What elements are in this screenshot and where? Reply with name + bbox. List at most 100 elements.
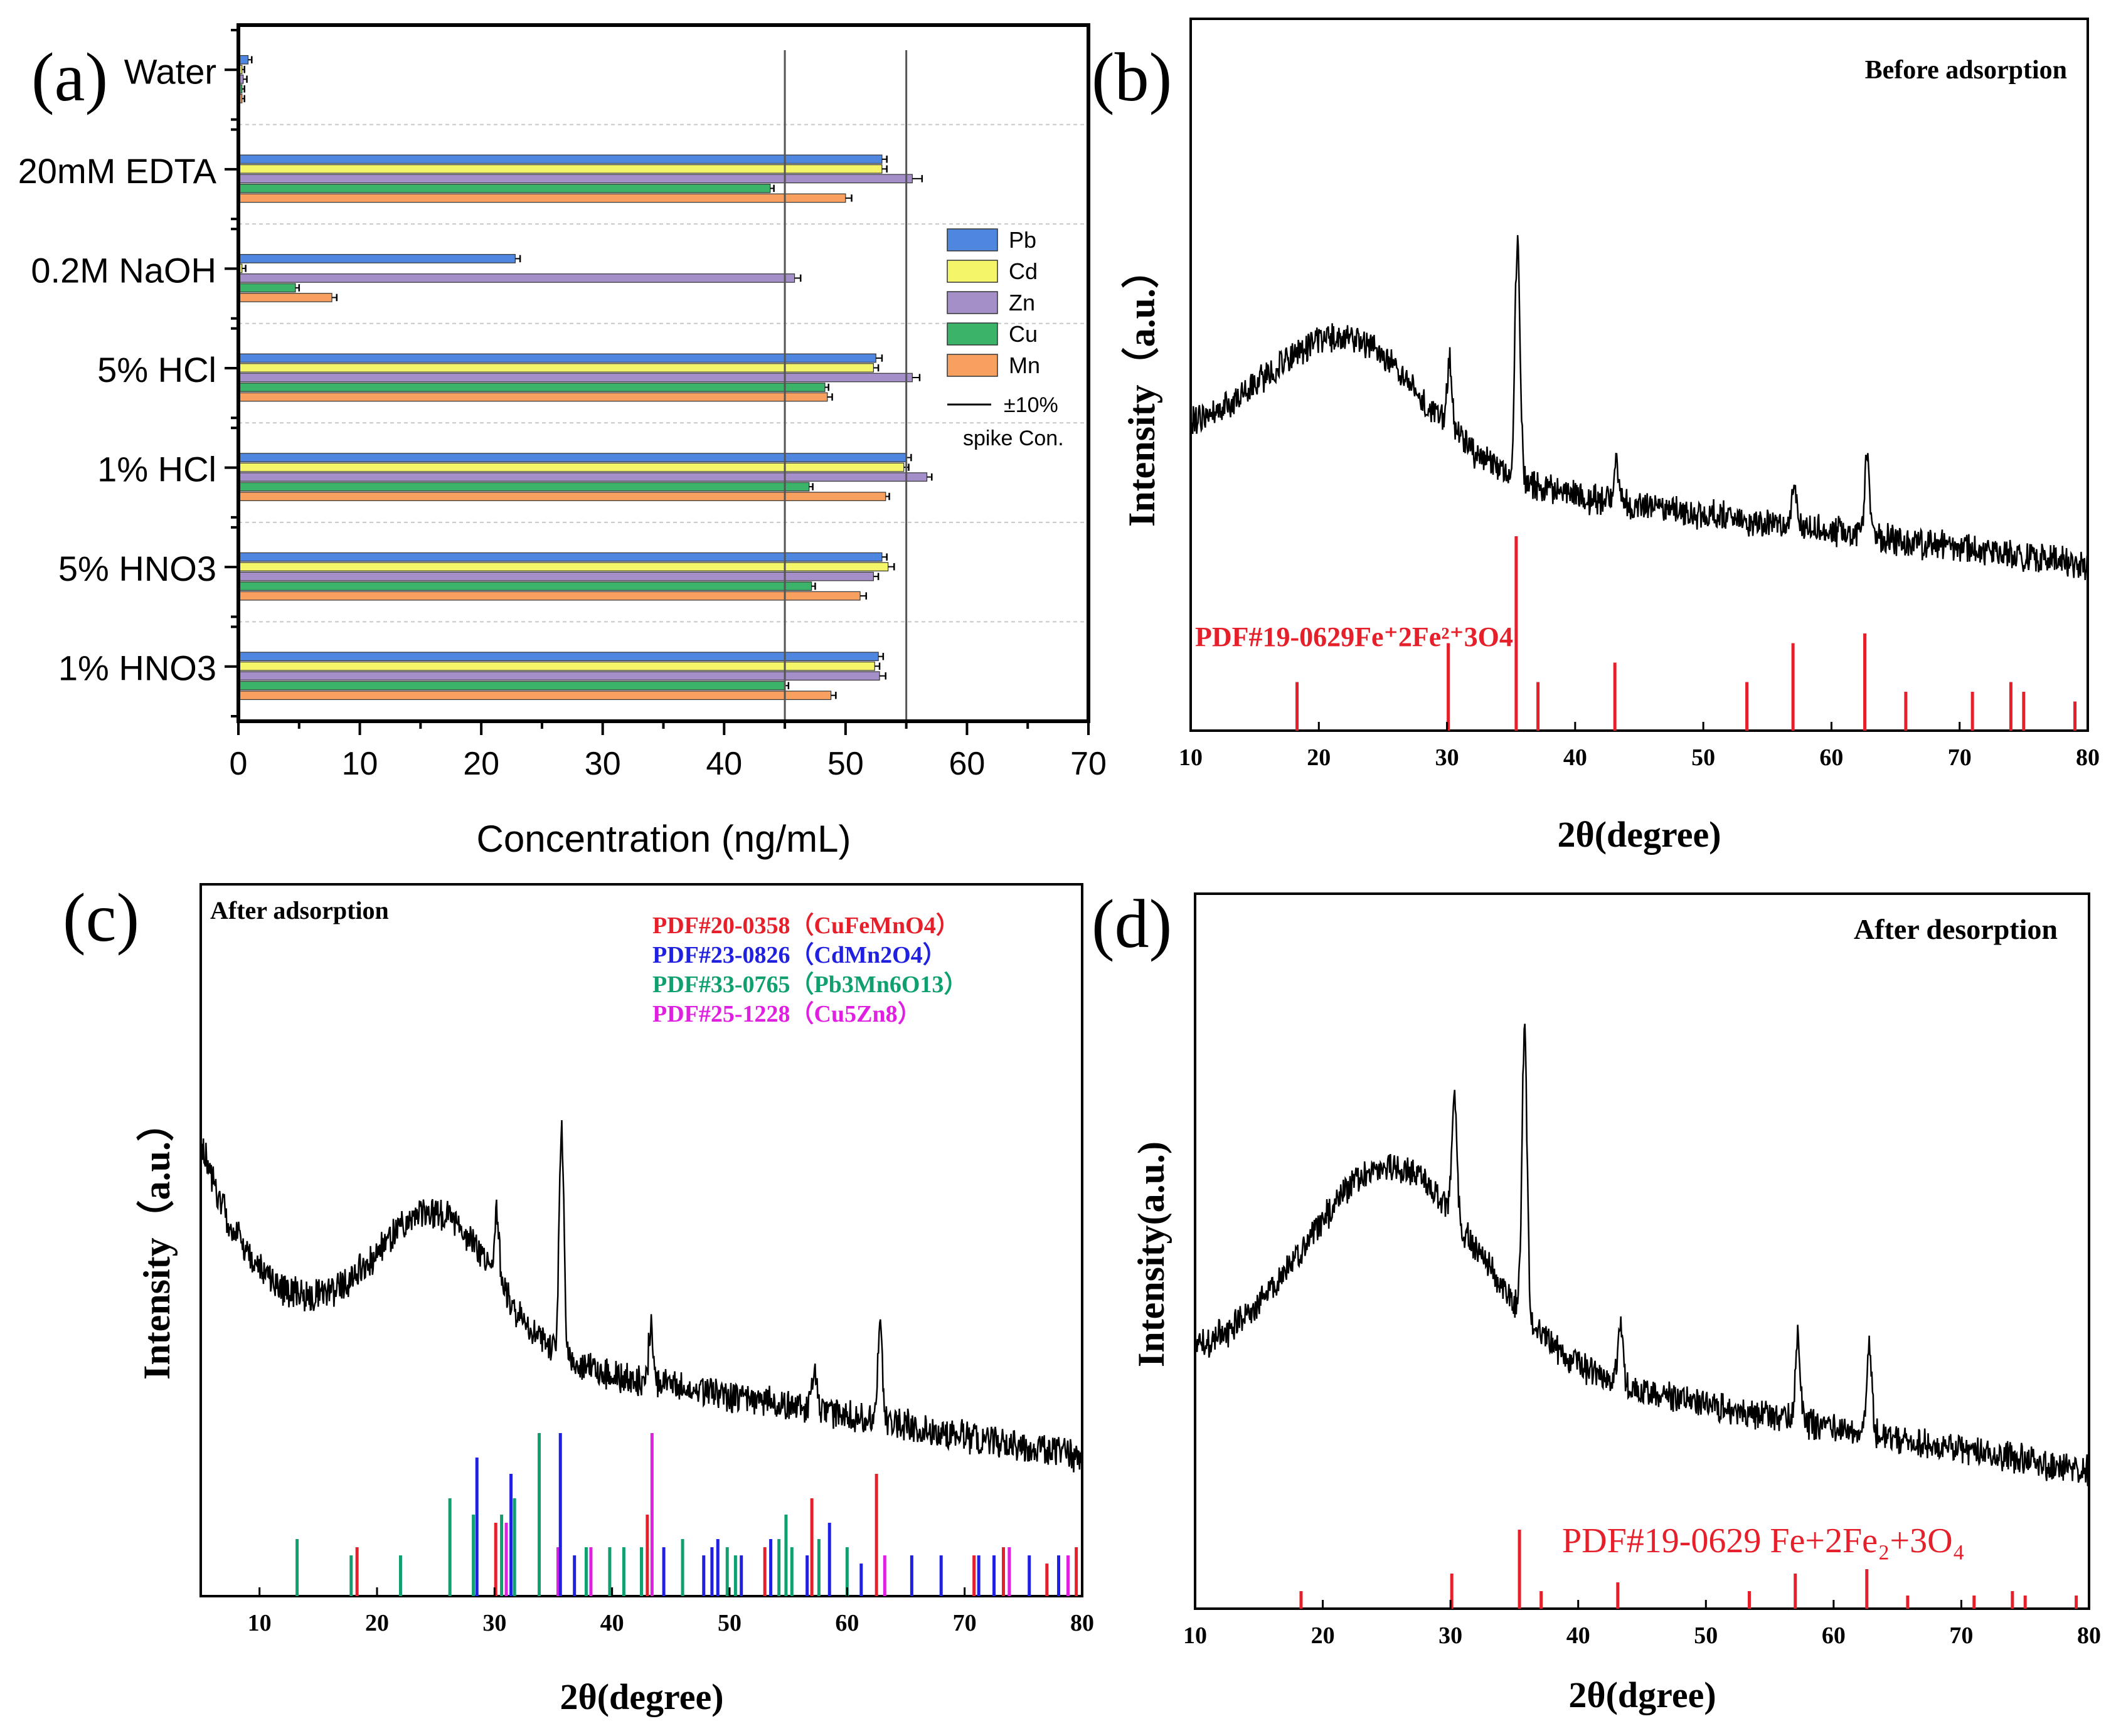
panel-c-legend: PDF#20-0358（CuFeMnO4） PDF#23-0826（CdMn2O4… — [652, 913, 967, 1027]
x-tick-label: 80 — [2077, 1622, 2101, 1649]
panel-b-title: Before adsorption — [1865, 56, 2067, 85]
bar-cu — [238, 283, 296, 293]
legend-label-mn: Mn — [1009, 352, 1040, 378]
bar-mn — [238, 193, 846, 203]
x-tick-label: 10 — [1179, 744, 1203, 771]
panel-a-label: (a) — [31, 39, 108, 115]
x-tick-label: 80 — [2076, 744, 2100, 771]
panel-c-reference-lines — [295, 1433, 1078, 1596]
bar-cu — [238, 680, 785, 691]
x-tick-label: 80 — [1070, 1610, 1094, 1636]
legend-swatch-cd — [947, 260, 998, 283]
bar-pb — [238, 652, 879, 662]
bar-cu — [238, 184, 771, 193]
bar-cu — [238, 383, 826, 392]
category-label: 5% HCl — [97, 350, 216, 389]
bar-cu — [238, 482, 810, 492]
panel-c-label: (c) — [63, 879, 139, 956]
x-tick-label: 60 — [835, 1610, 859, 1636]
bar-cd — [238, 363, 874, 373]
x-tick-label: 20 — [1307, 744, 1331, 771]
x-tick-label: 60 — [1822, 1622, 1846, 1649]
legend-label-cd: Cd — [1009, 258, 1038, 284]
x-tick-label: 50 — [718, 1610, 742, 1636]
x-tick-label: 20 — [1311, 1622, 1335, 1649]
panel-b-label: (b) — [1092, 39, 1172, 115]
legend-swatch-zn — [947, 291, 998, 314]
panel-b: (b) Before adsorption Intensity（a.u.） PD… — [1092, 18, 2100, 855]
x-tick-label: 70 — [1070, 746, 1107, 782]
x-tick-label: 70 — [1948, 744, 1972, 771]
panel-a-reference-lines — [784, 50, 908, 721]
bar-mn — [238, 691, 832, 701]
panel-b-x-axis-title: 2θ(degree) — [1557, 814, 1721, 855]
category-label: 5% HNO3 — [58, 549, 216, 588]
x-tick-label: 30 — [585, 746, 621, 782]
legend-entry: PDF#33-0765（Pb3Mn6O13） — [652, 971, 967, 998]
panel-b-x-axis: 10 20 30 40 50 60 70 80 — [1179, 722, 2100, 771]
panel-a-x-axis-title: Concentration (ng/mL) — [477, 818, 851, 860]
x-tick-label: 30 — [1438, 1622, 1462, 1649]
x-tick-label: 0 — [230, 746, 248, 782]
x-tick-label: 60 — [1819, 744, 1843, 771]
panel-d-xrd-pattern — [1194, 1024, 2090, 1486]
bar-zn — [238, 472, 928, 482]
x-tick-label: 10 — [248, 1610, 272, 1636]
bar-cd — [238, 462, 905, 472]
bar-pb — [238, 453, 907, 462]
legend-entry: PDF#25-1228（Cu5Zn8） — [652, 1001, 922, 1027]
bar-zn — [238, 273, 795, 283]
bar-mn — [238, 492, 886, 501]
panel-c-x-axis: 10 20 30 40 50 60 70 80 — [248, 1587, 1094, 1636]
panel-b-reference-lines — [1295, 536, 2077, 731]
legend-spike-label: ±10% — [1004, 393, 1058, 417]
panel-d-x-axis: 10 20 30 40 50 60 70 80 — [1183, 1600, 2101, 1649]
panel-a-separators — [238, 124, 1088, 623]
bar-pb — [238, 254, 516, 263]
legend-entry: PDF#20-0358（CuFeMnO4） — [652, 913, 960, 939]
bar-zn — [238, 571, 874, 581]
legend-swatch-pb — [947, 228, 998, 251]
bar-cd — [238, 562, 889, 571]
panel-a-x-axis: 0 10 20 30 40 50 60 70 — [230, 721, 1107, 782]
panel-c-x-axis-title: 2θ(degree) — [560, 1676, 723, 1717]
panel-d-label: (d) — [1092, 886, 1172, 962]
panel-a-category-axis: Water 20mM EDTA 0.2M NaOH 5% HCl 1% HCl 5% HN… — [18, 29, 238, 717]
x-tick-label: 20 — [463, 746, 499, 782]
bar-cd — [238, 661, 875, 671]
panel-d-x-axis-title: 2θ(dgree) — [1568, 1675, 1716, 1715]
panel-c-y-axis-title: Intensity（a.u.） — [136, 1104, 178, 1380]
panel-d: (d) After desorption Intensity(a.u.) PDF… — [1092, 886, 2101, 1715]
panel-b-y-axis-title: Intensity（a.u.） — [1120, 251, 1162, 527]
x-tick-label: 50 — [827, 746, 864, 782]
panel-d-reference-lines — [1299, 1530, 2078, 1609]
bar-mn — [238, 591, 861, 601]
panel-a: (a) Water 20mM EDTA 0.2M NaOH 5% HCl 1% HCl 5… — [18, 23, 1107, 860]
bar-cu — [238, 581, 812, 591]
legend-label-zn: Zn — [1009, 290, 1035, 315]
x-tick-label: 20 — [365, 1610, 389, 1636]
x-tick-label: 70 — [953, 1610, 977, 1636]
panel-a-bars — [238, 55, 933, 701]
x-tick-label: 50 — [1691, 744, 1715, 771]
x-tick-label: 60 — [949, 746, 986, 782]
panel-b-xrd-pattern — [1189, 235, 2089, 580]
bar-pb — [238, 353, 876, 363]
x-tick-label: 10 — [342, 746, 378, 782]
category-label: 1% HNO3 — [58, 648, 216, 688]
category-label: 20mM EDTA — [18, 151, 217, 191]
legend-spike-label-2: spike Con. — [963, 426, 1064, 450]
legend-swatch-mn — [947, 354, 998, 377]
bar-mn — [238, 392, 828, 402]
legend-entry: PDF#23-0826（CdMn2O4） — [652, 942, 947, 968]
panel-d-plot-frame — [1194, 892, 2090, 1610]
x-tick-label: 50 — [1694, 1622, 1718, 1649]
x-tick-label: 30 — [1435, 744, 1459, 771]
x-tick-label: 40 — [706, 746, 742, 782]
panel-d-reference-label: PDF#19-0629 Fe+2Fe₂+3O₄ — [1562, 1522, 1965, 1560]
panel-d-title: After desorption — [1854, 913, 2058, 945]
bar-zn — [238, 373, 913, 383]
category-label: Water — [124, 51, 216, 91]
category-label: 1% HCl — [97, 450, 216, 489]
